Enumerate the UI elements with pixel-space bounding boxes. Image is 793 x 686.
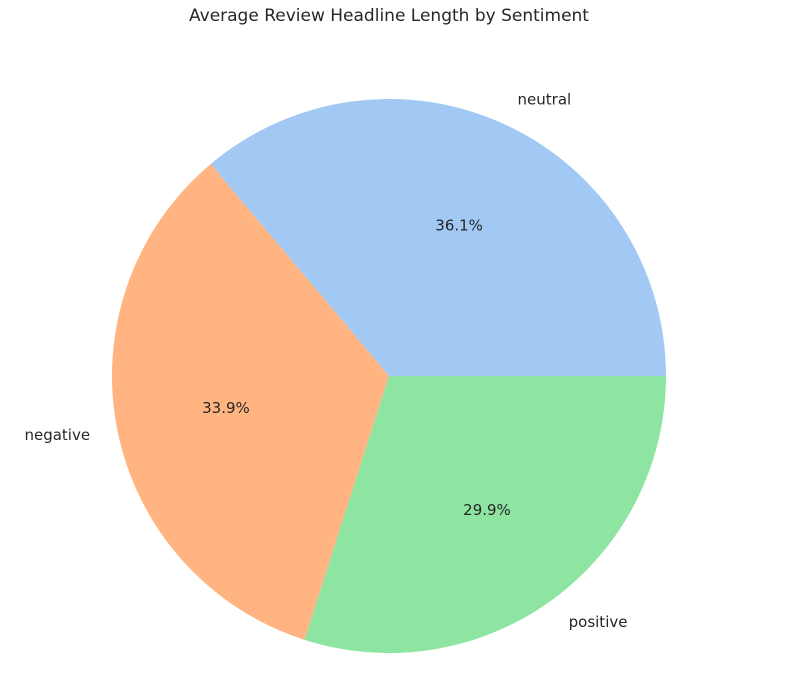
pie-pct-label-neutral: 36.1% bbox=[435, 216, 483, 234]
chart-title: Average Review Headline Length by Sentim… bbox=[189, 6, 589, 26]
pie-labels: 36.1% neutral 33.9% negative 29.9% positive bbox=[24, 91, 627, 631]
pie-category-label-negative: negative bbox=[24, 426, 90, 444]
pie-pct-label-negative: 33.9% bbox=[202, 399, 250, 417]
pie-slice-positive bbox=[304, 376, 666, 653]
pie-slice-negative bbox=[112, 164, 389, 640]
pie-slice-neutral bbox=[210, 99, 666, 377]
pie-slices bbox=[112, 99, 666, 653]
pie-pct-label-positive: 29.9% bbox=[463, 501, 511, 519]
pie-category-label-positive: positive bbox=[569, 613, 628, 631]
pie-category-label-neutral: neutral bbox=[518, 91, 572, 109]
